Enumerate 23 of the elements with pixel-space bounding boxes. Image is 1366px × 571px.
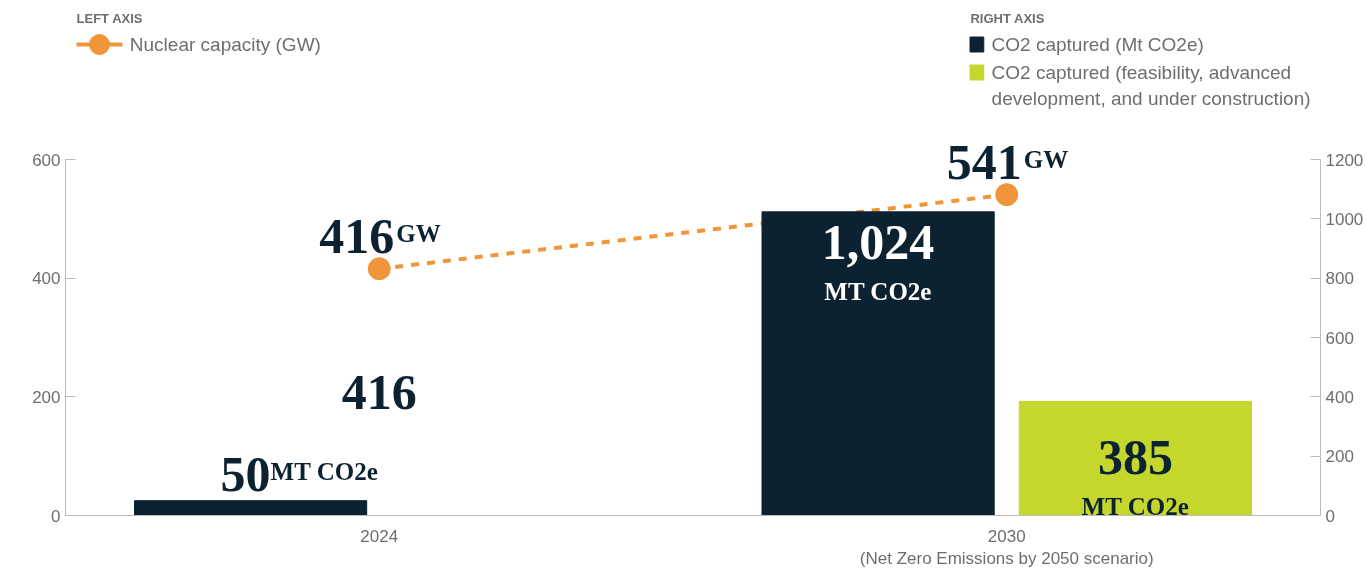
y-tick-label: 600 [32,150,61,170]
legend-label: CO2 captured (feasibility, advanced development, and under construction) [991,61,1311,109]
y2-tick-label: 1000 [1325,209,1364,229]
bar [1018,400,1252,516]
text: LEFT AXIS [76,10,143,26]
y2-tick-label: 200 [1325,447,1354,467]
y-tick-label: 400 [32,269,61,289]
legend-label: Nuclear capacity (GW) [129,33,321,55]
legend-label: CO2 captured (Mt CO2e) [991,33,1204,55]
y2-tick-label: 600 [1325,328,1354,348]
y-tick-label: 0 [51,506,61,526]
y2-tick-label: 400 [1325,387,1354,407]
y2-tick-label: 800 [1325,269,1354,289]
data-label: 1,024 MT CO2e [821,213,935,305]
text: RIGHT AXIS [970,10,1045,26]
x-tick-label: 2030 (Net Zero Emissions by 2050 scenario) [859,526,1154,569]
annotation: 416 [341,363,417,420]
y-tick-label: 200 [32,387,61,407]
y2-tick-label: 1200 [1325,150,1364,170]
y2-tick-label: 0 [1325,506,1335,526]
bar [134,500,368,516]
data-label: 385 MT CO2e [1081,429,1189,521]
x-tick-label: 2024 [360,526,399,546]
